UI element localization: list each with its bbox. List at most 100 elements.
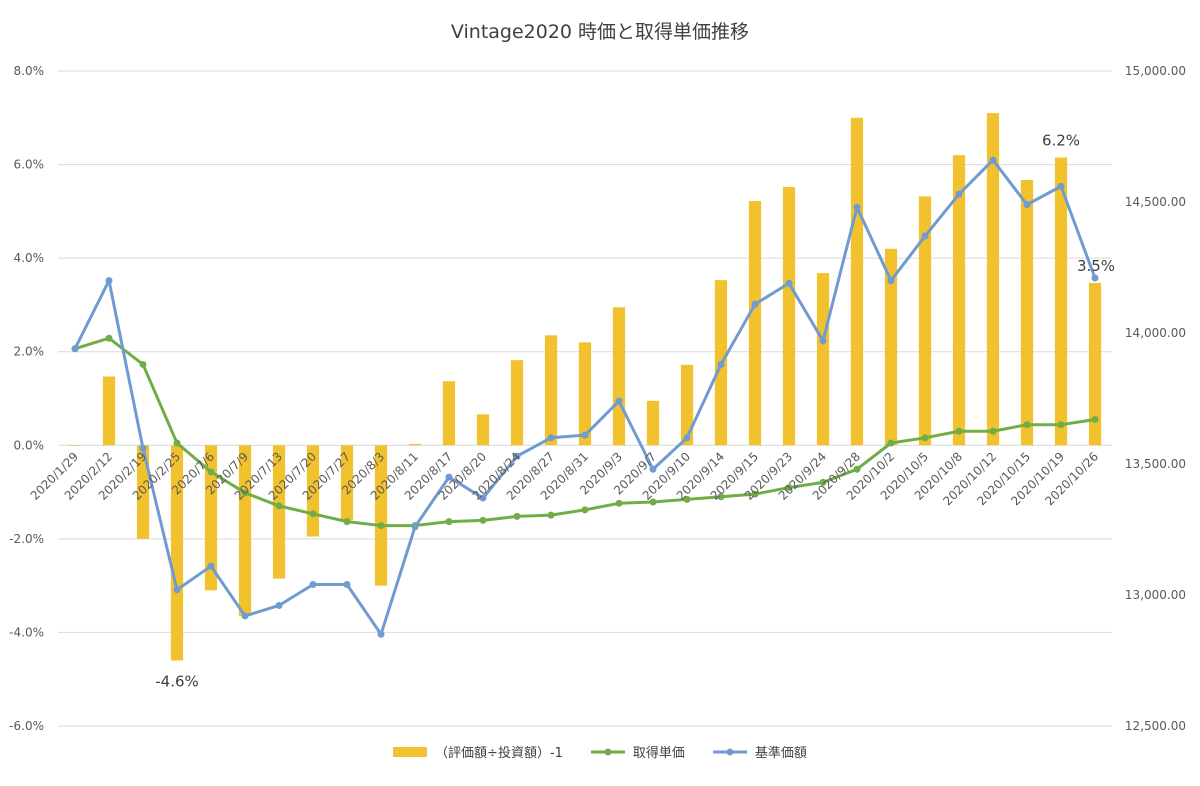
nav-point: [887, 277, 895, 285]
acquisition-price-point: [853, 465, 861, 473]
bar: [136, 445, 150, 539]
bar: [476, 414, 490, 446]
nav-point: [547, 434, 555, 442]
bar: [510, 360, 524, 446]
bar: [68, 445, 82, 446]
nav-point: [377, 630, 385, 638]
nav-point: [445, 473, 453, 481]
y-left-tick-label: -2.0%: [9, 532, 44, 546]
bar-series: [68, 113, 1102, 661]
y-left-tick-label: -4.0%: [9, 625, 44, 639]
acquisition-price-point: [887, 439, 895, 447]
bar: [952, 155, 966, 446]
bar: [816, 273, 830, 446]
nav-point: [513, 452, 521, 460]
acquisition-price-point: [547, 511, 555, 519]
nav-point: [921, 232, 929, 240]
acquisition-price-point: [105, 334, 113, 342]
y-right-tick-label: 12,500.00: [1125, 719, 1186, 733]
data-label: 3.5%: [1077, 257, 1115, 275]
bar: [442, 381, 456, 446]
acquisition-price-point: [377, 522, 385, 530]
y-left-tick-label: 6.0%: [14, 158, 45, 172]
legend: （評価額÷投資額）-1 取得単価 基準価額: [0, 742, 1200, 761]
bar: [204, 445, 218, 591]
y-left-tick-label: 2.0%: [14, 345, 45, 359]
bar: [374, 445, 388, 586]
acquisition-price-point: [309, 510, 317, 518]
nav-point: [411, 523, 419, 531]
acquisition-price-point: [683, 495, 691, 503]
acquisition-price-point: [1091, 415, 1099, 423]
bar: [782, 187, 796, 446]
bar: [544, 335, 558, 446]
nav-point: [105, 277, 113, 285]
bar: [1088, 282, 1102, 446]
bar: [850, 117, 864, 446]
nav-point: [853, 203, 861, 211]
bar: [170, 445, 184, 661]
y-left-tick-label: 8.0%: [14, 64, 45, 78]
bar: [102, 376, 116, 446]
bar: [918, 196, 932, 446]
nav-point: [819, 337, 827, 345]
acquisition-price-point: [819, 478, 827, 486]
nav-point: [615, 397, 623, 405]
nav-point: [955, 190, 963, 198]
bar: [748, 201, 762, 446]
nav-point: [479, 494, 487, 502]
bar: [1020, 180, 1034, 446]
legend-label-nav: 基準価額: [754, 746, 807, 761]
nav-point: [1023, 201, 1031, 209]
nav-point: [717, 360, 725, 368]
bar: [986, 113, 1000, 446]
line-swatch-icon: [712, 748, 747, 755]
y-right-tick-label: 15,000.00: [1125, 64, 1186, 78]
acquisition-price-point: [955, 427, 963, 435]
legend-item-acquisition: 取得単価: [590, 742, 685, 761]
bar: [1054, 157, 1068, 446]
acquisition-price-point: [513, 512, 521, 520]
bar: [340, 445, 354, 521]
nav-point: [309, 581, 317, 589]
acquisition-price-point: [989, 427, 997, 435]
legend-label-bar: （評価額÷投資額）-1: [435, 746, 563, 761]
nav-point: [139, 444, 147, 452]
bar: [612, 307, 626, 446]
nav-point: [207, 562, 215, 570]
data-label: -4.6%: [155, 673, 199, 691]
acquisition-price-point: [275, 502, 283, 510]
nav-point: [71, 345, 79, 353]
bar: [680, 364, 694, 446]
nav-point: [581, 431, 589, 439]
acquisition-price-point: [139, 360, 147, 368]
y-right-tick-label: 13,000.00: [1125, 588, 1186, 602]
nav-point: [241, 612, 249, 620]
acquisition-price-point: [207, 468, 215, 476]
acquisition-price-point: [581, 506, 589, 514]
nav-point: [751, 300, 759, 308]
acquisition-price-point: [921, 434, 929, 442]
acquisition-price-point: [649, 498, 657, 506]
nav-point: [173, 586, 181, 594]
bar: [408, 443, 422, 446]
legend-item-bar: （評価額÷投資額）-1: [393, 742, 563, 761]
nav-point: [649, 465, 657, 473]
acquisition-price-point: [785, 484, 793, 492]
y-right-tick-label: 14,000.00: [1125, 326, 1186, 340]
data-label: 6.2%: [1042, 132, 1080, 150]
nav-point: [275, 601, 283, 609]
legend-item-nav: 基準価額: [712, 742, 807, 761]
nav-point: [1091, 274, 1099, 282]
bar: [272, 445, 286, 579]
y-right-tick-label: 14,500.00: [1125, 195, 1186, 209]
bar: [578, 342, 592, 446]
acquisition-price-point: [717, 493, 725, 501]
y-right-tick-label: 13,500.00: [1125, 457, 1186, 471]
bar: [646, 400, 660, 446]
nav-point: [1057, 182, 1065, 190]
y-left-tick-label: -6.0%: [9, 719, 44, 733]
y-left-tick-label: 4.0%: [14, 251, 45, 265]
